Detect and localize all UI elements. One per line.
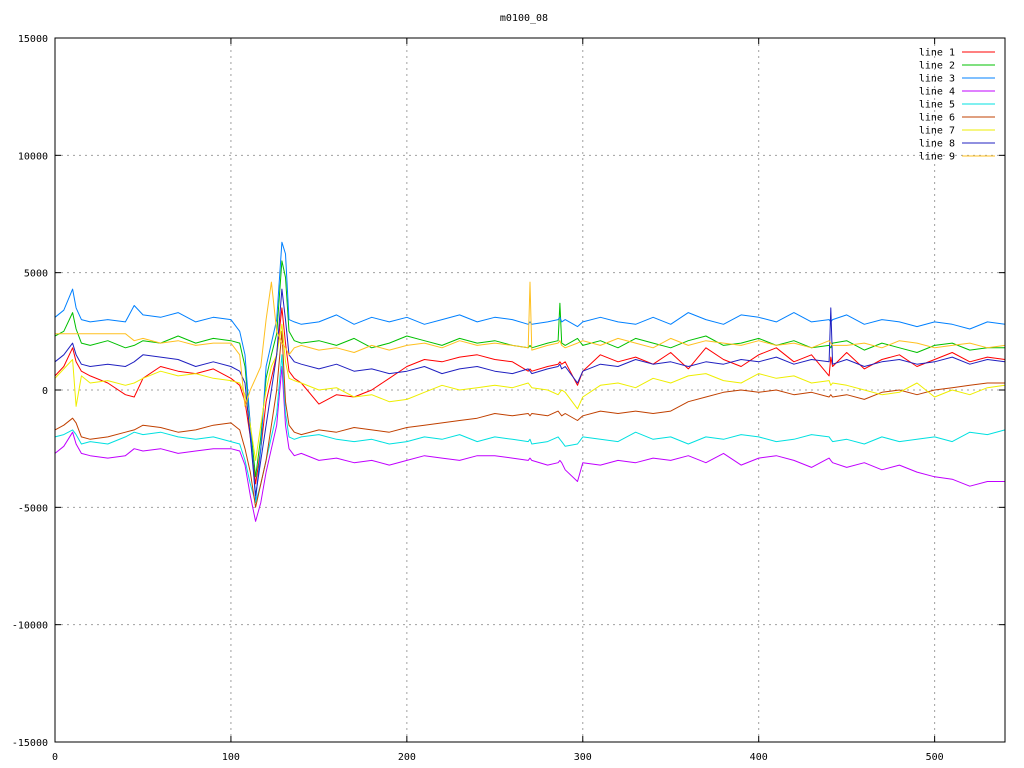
x-tick-label: 500 [926,752,944,763]
y-tick-label: 5000 [24,269,48,280]
legend-label: line 1 [919,48,955,59]
legend-label: line 4 [919,87,955,98]
x-tick-label: 200 [398,752,416,763]
series-line-8 [54,288,1006,497]
x-tick-label: 400 [750,752,768,763]
axis-ticks: 0 100 200 300 400 500 15000 10000 5000 0 -5000 -100… [12,34,1005,763]
y-tick-label: 15000 [18,34,48,45]
grid [55,38,1005,742]
legend-label: line 6 [919,113,955,124]
legend-label: line 8 [919,139,955,150]
y-tick-label: 10000 [18,151,48,162]
series-lines [54,241,1006,522]
series-line-4 [54,366,1005,522]
x-tick-label: 100 [222,752,240,763]
series-line-5 [54,354,1006,504]
x-tick-label: 0 [52,752,58,763]
series-line-1 [54,307,1006,485]
legend-label: line 9 [919,152,955,163]
x-tick-label: 300 [574,752,592,763]
y-tick-label: -15000 [12,738,48,749]
series-line-3 [54,241,1006,501]
legend-label: line 7 [919,126,955,137]
chart-title: m0100_08 [500,13,548,24]
y-tick-label: 0 [42,386,48,397]
y-tick-label: -10000 [12,621,48,632]
legend-label: line 5 [919,100,955,111]
series-line-2 [54,260,1005,478]
legend-label: line 2 [919,61,955,72]
series-line-7 [54,323,1006,461]
series-line-9 [55,281,1006,407]
legend-label: line 3 [919,74,955,85]
legend: line 1 line 2 line 3 line 4 line 5 line 6 line… [919,48,995,163]
y-tick-label: -5000 [18,503,48,514]
series-line-6 [54,330,1005,508]
